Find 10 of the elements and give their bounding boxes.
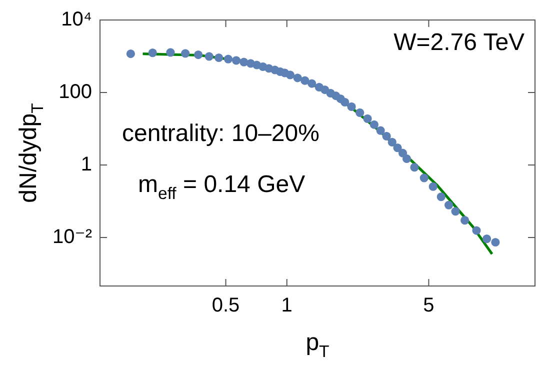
annotation: centrality: 10–20%: [122, 120, 320, 147]
y-tick-label: 10⁻²: [52, 226, 92, 248]
y-tick-label: 1: [80, 154, 92, 176]
y-axis-title: dN/dydpT: [15, 103, 48, 203]
x-tick-label: 5: [423, 294, 434, 317]
y-tick-label: 10⁴: [61, 8, 92, 31]
y-tick-label: 100: [58, 81, 92, 104]
annotation: W=2.76 TeV: [394, 29, 525, 56]
x-tick-label: 0.5: [212, 294, 240, 317]
x-tick-label: 1: [281, 294, 292, 317]
